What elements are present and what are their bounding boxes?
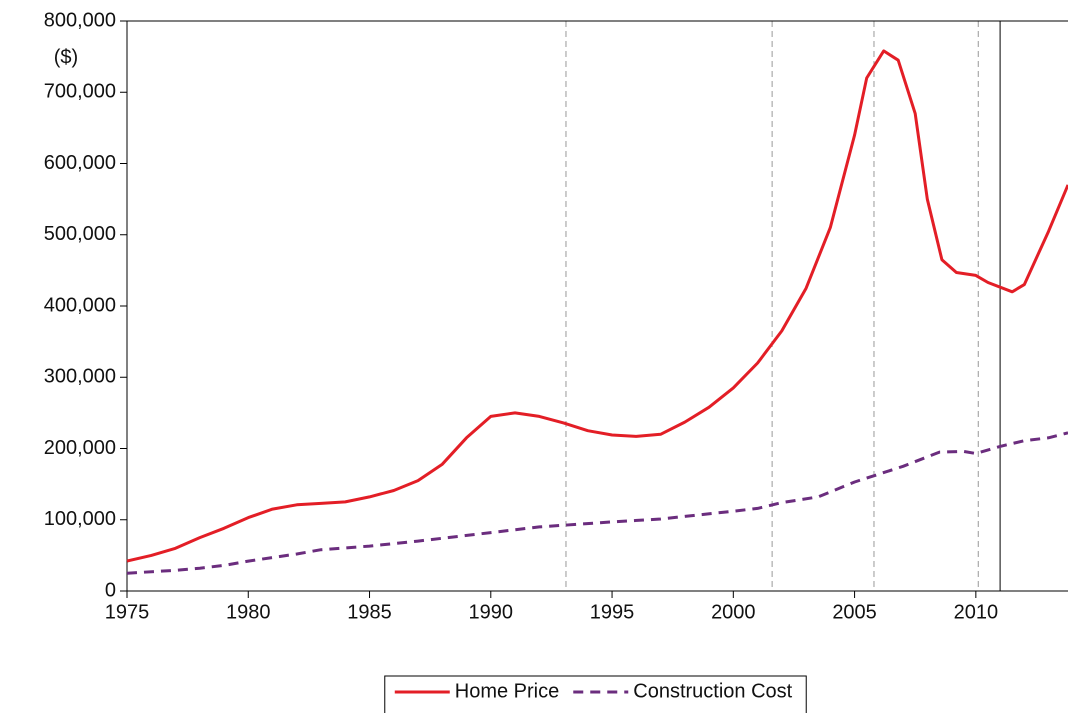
x-tick-label: 2005 <box>832 601 877 623</box>
y-tick-label: 300,000 <box>44 366 116 388</box>
x-tick-label: 1990 <box>469 601 514 623</box>
y-tick-label: 600,000 <box>44 152 116 174</box>
y-tick-label: 700,000 <box>44 81 116 103</box>
y-tick-label: 800,000 <box>44 9 116 31</box>
plot-frame <box>126 20 1068 591</box>
x-tick-label: 1975 <box>105 601 150 623</box>
legend-label: Home Price <box>455 680 559 702</box>
y-tick-label: 400,000 <box>44 294 116 316</box>
y-axis-label: ($) <box>54 46 78 68</box>
x-tick-label: 1995 <box>590 601 635 623</box>
y-tick-label: 200,000 <box>44 437 116 459</box>
series-line <box>126 431 1068 575</box>
legend-box <box>384 675 807 713</box>
y-tick-label: 500,000 <box>44 223 116 245</box>
legend: Home Price Construction Cost <box>384 675 807 713</box>
legend-label: Construction Cost <box>633 680 792 702</box>
x-tick-label: 1985 <box>347 601 392 623</box>
series-line <box>126 49 1068 563</box>
x-tick-label: 1980 <box>226 601 271 623</box>
x-tick-label: 2000 <box>711 601 756 623</box>
y-tick-label: 0 <box>105 579 116 601</box>
y-tick-label: 100,000 <box>44 508 116 530</box>
x-tick-label: 2010 <box>954 601 999 623</box>
